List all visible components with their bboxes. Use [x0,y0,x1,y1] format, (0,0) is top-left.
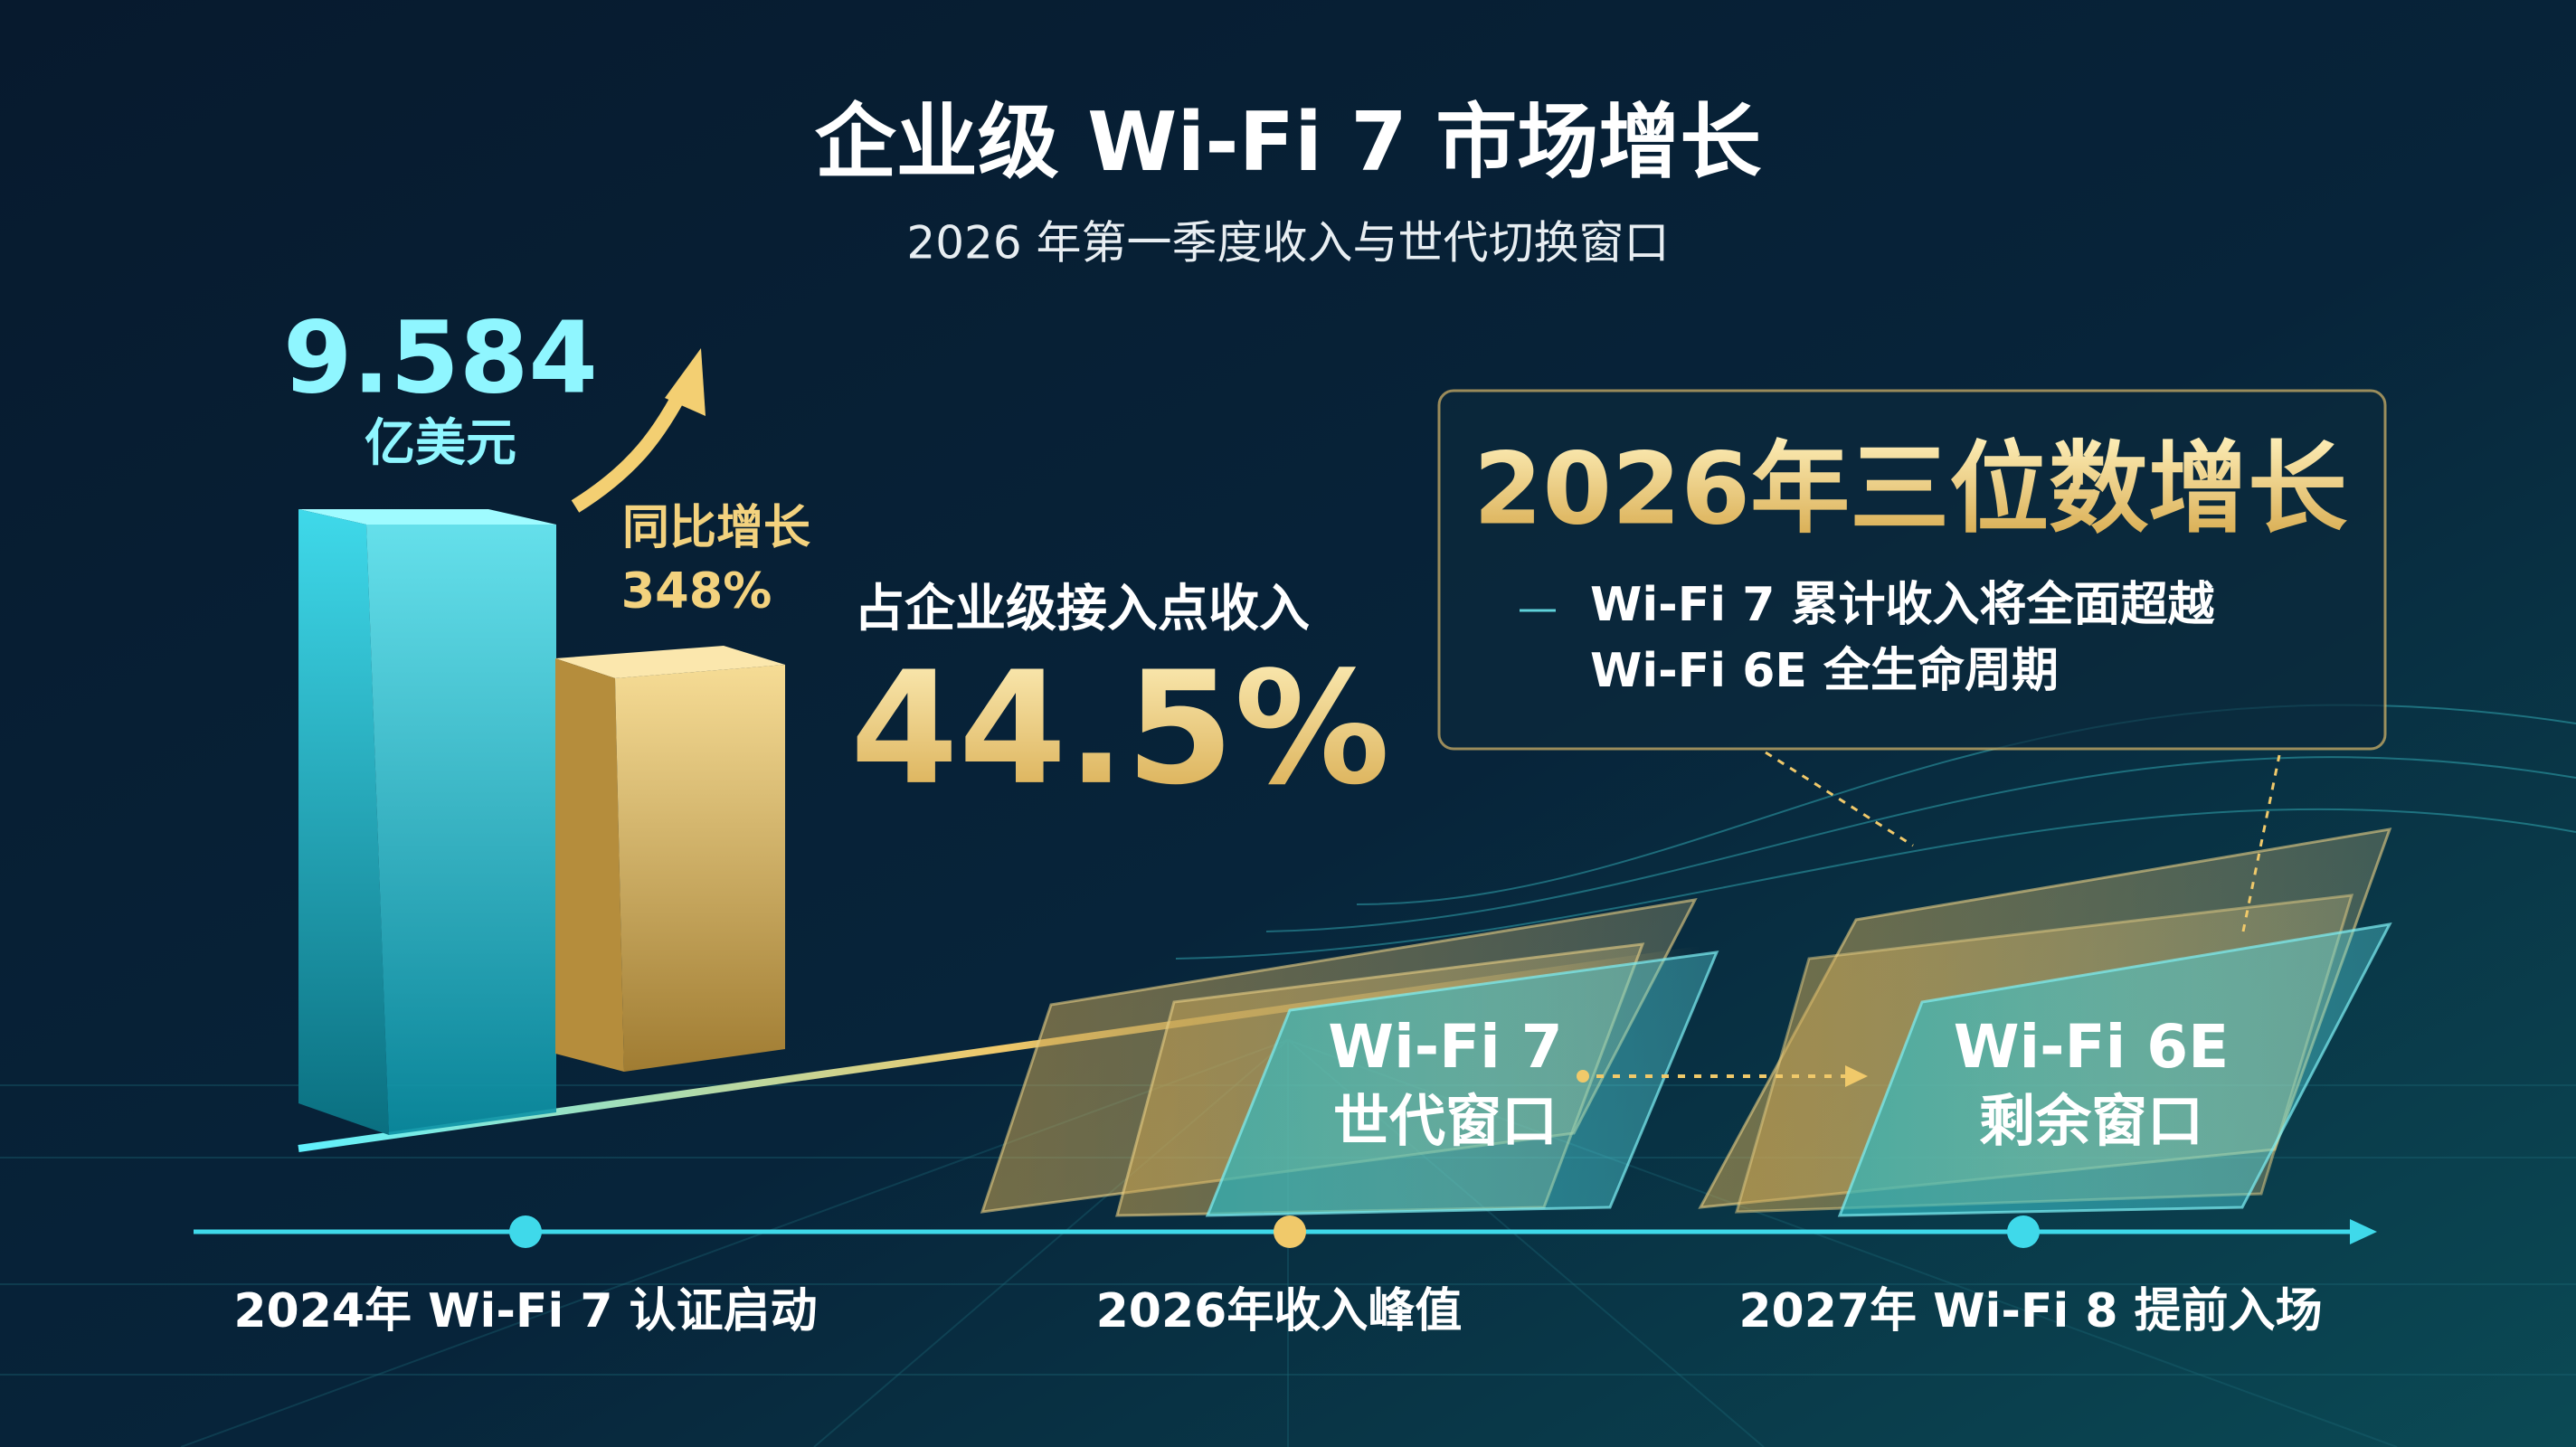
callout-box [1437,389,2387,751]
timeline-label: 2024年 Wi-Fi 7 认证启动 [233,1284,817,1338]
revenue-value: 9.584 [283,299,598,415]
timeline-arrowhead [2350,1219,2377,1244]
callout-connector [1765,751,2281,932]
title: 企业级 Wi-Fi 7 市场增长 [815,95,1761,190]
timeline-dot [1274,1215,1306,1248]
growth-value: 348% [621,563,772,619]
gold-bar [555,646,785,1072]
callout-title: 2026年三位数增长 [1473,430,2347,546]
window-panels [980,828,2392,1217]
cyan-bar [298,509,556,1135]
window-label: 剩余窗口 [1979,1088,2203,1154]
share-value: 44.5% [850,638,1390,819]
timeline-label: 2027年 Wi-Fi 8 提前入场 [1738,1284,2322,1338]
window-name: Wi-Fi 6E [1954,1012,2230,1082]
subtitle: 2026 年第一季度收入与世代切换窗口 [906,217,1669,270]
callout-line: Wi-Fi 6E 全生命周期 [1590,644,2059,698]
timeline-dot [509,1215,542,1248]
window-name: Wi-Fi 7 [1328,1012,1562,1082]
timeline-label: 2026年收入峰值 [1096,1284,1463,1338]
window-arrow-dot [1577,1070,1589,1083]
revenue-unit: 亿美元 [365,414,516,473]
window-arrowhead [1845,1065,1868,1087]
growth-label: 同比增长 [622,501,810,555]
share-label: 占企业级接入点收入 [854,580,1310,638]
growth-arrowhead [665,348,706,416]
timeline-dot [2007,1215,2040,1248]
window-label: 世代窗口 [1333,1088,1558,1154]
callout-line: Wi-Fi 7 累计收入将全面超越 [1590,578,2215,632]
